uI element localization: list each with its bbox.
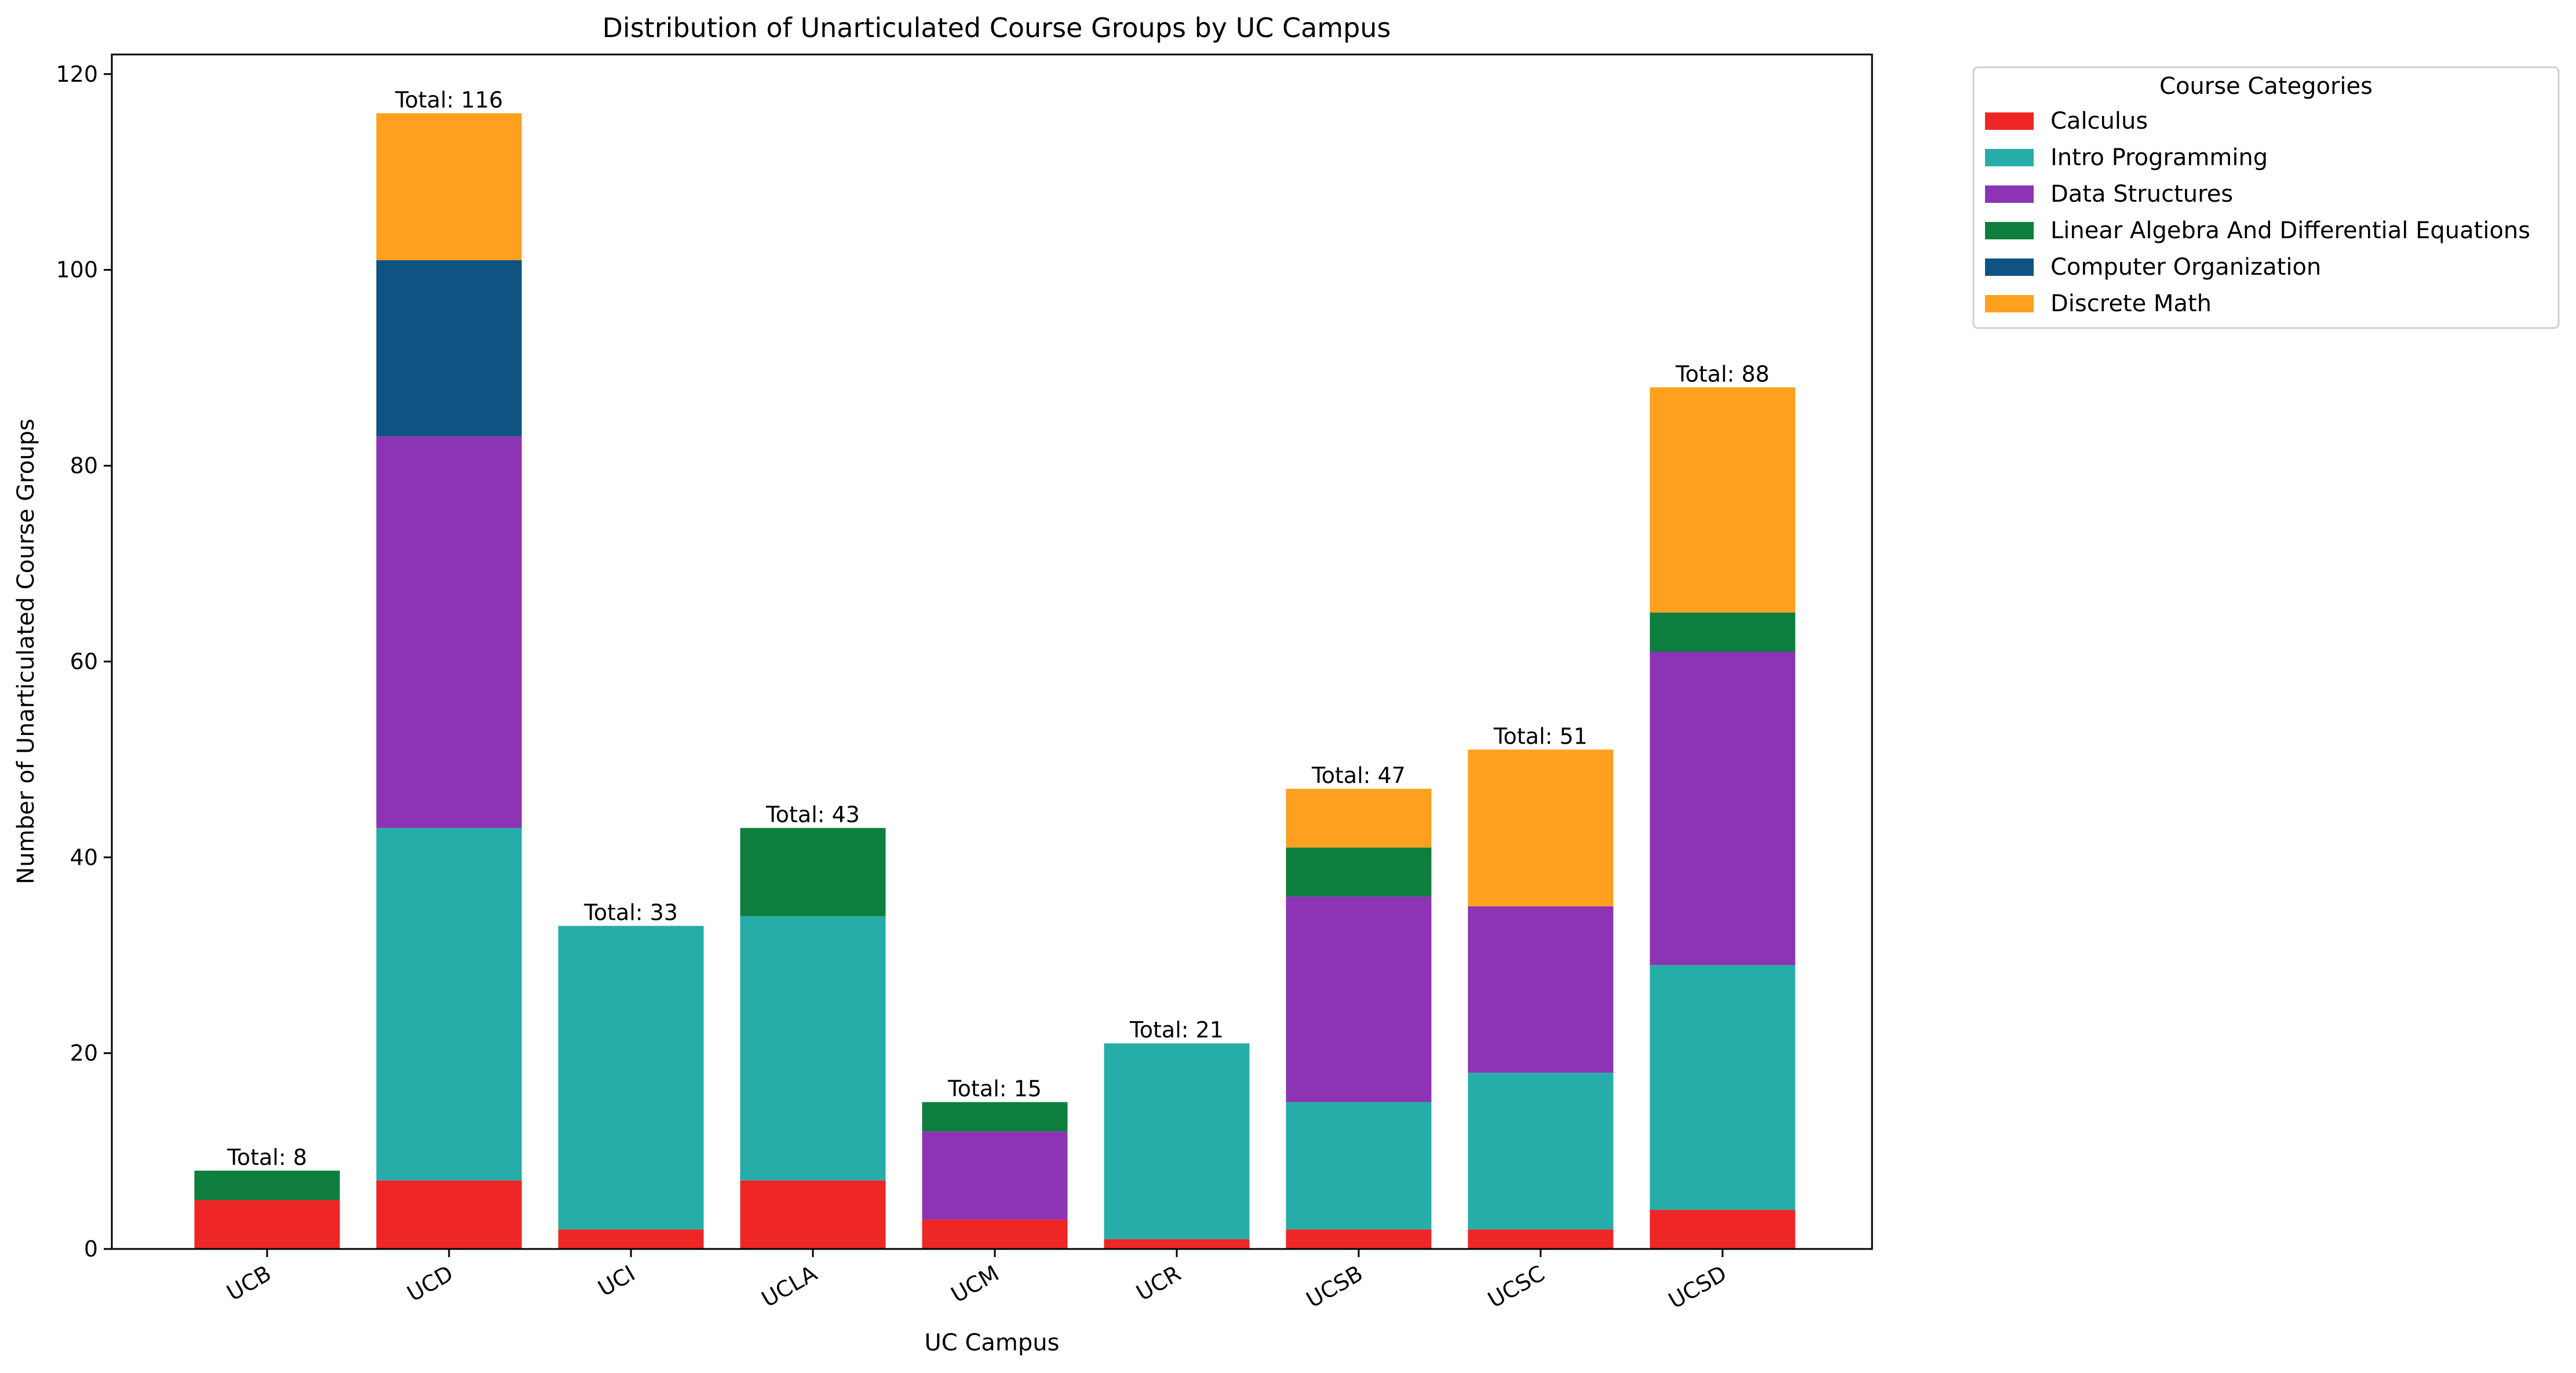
bar-segment — [1468, 906, 1614, 1073]
legend-entry-label: Discrete Math — [2050, 290, 2212, 317]
bar-segment — [922, 1219, 1068, 1249]
total-label: Total: 21 — [1129, 1017, 1224, 1043]
legend-swatch — [1985, 185, 2034, 203]
bar-segment — [1286, 1229, 1432, 1249]
bar-segment — [1650, 965, 1796, 1210]
x-tick-label: UCB — [222, 1261, 276, 1306]
x-tick-label: UCI — [594, 1261, 640, 1302]
bar-segment — [740, 916, 886, 1181]
chart-title: Distribution of Unarticulated Course Gro… — [603, 12, 1391, 43]
bar-segment — [194, 1170, 340, 1200]
bar-segment — [1286, 847, 1432, 897]
bar-segment — [376, 260, 522, 436]
bar-segment — [558, 1229, 704, 1249]
total-label: Total: 33 — [583, 900, 678, 926]
bar-segment — [1286, 789, 1432, 848]
bar-segment — [376, 436, 522, 828]
legend-entry-label: Data Structures — [2050, 181, 2233, 207]
bar-segment — [1650, 387, 1796, 613]
total-label: Total: 88 — [1675, 361, 1769, 387]
total-label: Total: 51 — [1493, 723, 1588, 749]
bar-segment — [376, 828, 522, 1181]
x-tick-label: UCSD — [1664, 1261, 1731, 1314]
plot-frame — [111, 53, 1873, 1250]
total-label: Total: 47 — [1311, 763, 1406, 788]
bar-segment — [740, 1180, 886, 1249]
bar-segment — [1468, 1229, 1614, 1249]
legend-swatch — [1985, 222, 2034, 239]
bar-segment — [1104, 1239, 1250, 1249]
y-axis-label: Number of Unarticulated Course Groups — [13, 418, 39, 884]
x-tick-label: UCR — [1132, 1261, 1185, 1306]
total-label: Total: 116 — [395, 87, 503, 112]
x-tick-label: UCD — [403, 1261, 457, 1307]
legend-entry-label: Calculus — [2050, 108, 2148, 134]
y-tick-label: 80 — [70, 453, 98, 479]
total-label: Total: 43 — [765, 802, 860, 828]
x-tick-label: UCSC — [1484, 1261, 1549, 1313]
x-axis-label: UC Campus — [925, 1330, 1060, 1356]
bar-segment — [1468, 749, 1614, 906]
legend-swatch — [1985, 295, 2034, 312]
y-tick-label: 60 — [70, 649, 98, 674]
bar-segment — [922, 1131, 1068, 1220]
bar-segment — [1650, 651, 1796, 966]
legend-entry-label: Linear Algebra And Differential Equation… — [2050, 217, 2530, 244]
plot-area: 0 20 40 60 80 100 120 Total: 8 UCB Total: 116 UCD T… — [56, 61, 1796, 1314]
legend-swatch — [1985, 258, 2034, 276]
x-tick-label: UCM — [947, 1261, 1003, 1308]
bar-segment — [1650, 1210, 1796, 1249]
bar-segment — [740, 828, 886, 916]
x-tick-label: UCLA — [757, 1261, 822, 1312]
bar-segment — [558, 926, 704, 1230]
bar-segment — [922, 1102, 1068, 1132]
total-label: Total: 15 — [947, 1076, 1042, 1102]
bar-segment — [376, 1180, 522, 1249]
y-tick-label: 120 — [56, 61, 98, 87]
y-tick-label: 100 — [56, 257, 98, 283]
legend-swatch — [1985, 149, 2034, 166]
legend-entry-label: Intro Programming — [2050, 144, 2268, 171]
bar-segment — [1650, 612, 1796, 652]
legend-box — [1972, 66, 2560, 329]
bar-segment — [1286, 896, 1432, 1102]
legend-title: Course Categories — [2159, 73, 2373, 100]
y-tick-label: 40 — [70, 844, 98, 870]
legend-entry-label: Computer Organization — [2050, 254, 2321, 281]
bar-segment — [1286, 1102, 1432, 1230]
total-label: Total: 8 — [227, 1145, 307, 1170]
bar-segment — [376, 113, 522, 260]
x-tick-label: UCSB — [1302, 1261, 1367, 1313]
legend-swatch — [1985, 112, 2034, 130]
bar-segment — [1104, 1043, 1250, 1240]
y-tick-label: 20 — [70, 1040, 98, 1066]
y-tick-label: 0 — [84, 1236, 98, 1262]
legend: Course Categories Calculus Intro Programm… — [1972, 66, 2560, 329]
bar-segment — [1468, 1072, 1614, 1230]
bar-segment — [194, 1200, 340, 1249]
